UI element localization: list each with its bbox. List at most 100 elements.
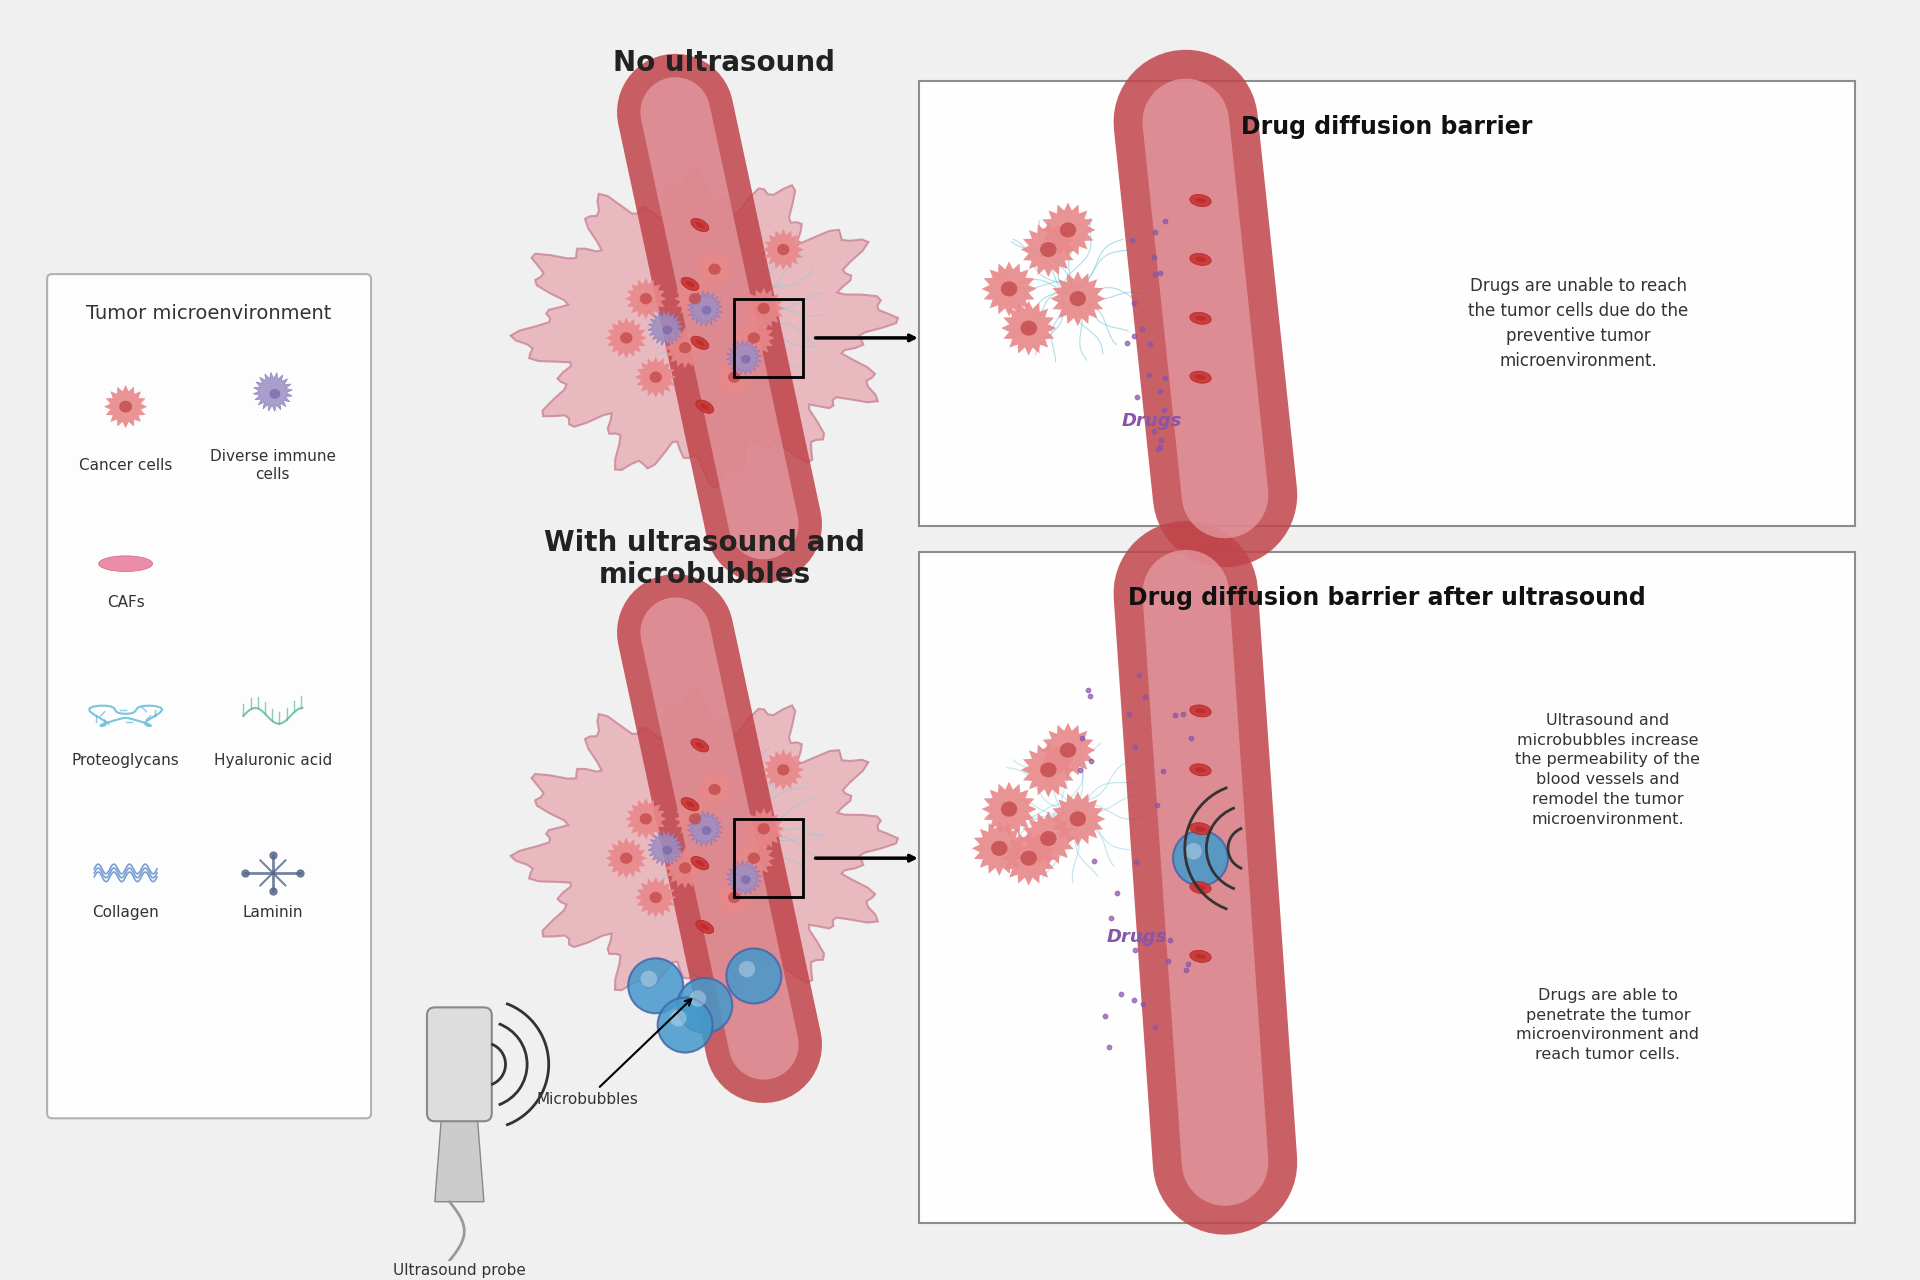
Point [1075, 751, 1106, 772]
Point [1144, 262, 1175, 283]
Point [1096, 908, 1127, 928]
Text: Cancer cells: Cancer cells [79, 458, 173, 474]
Circle shape [739, 961, 755, 978]
Ellipse shape [119, 401, 132, 412]
Ellipse shape [1194, 198, 1206, 204]
Ellipse shape [695, 860, 705, 867]
Polygon shape [693, 248, 735, 289]
Text: Tumor microenvironment: Tumor microenvironment [86, 303, 332, 323]
Point [1068, 728, 1098, 749]
Ellipse shape [1069, 291, 1087, 306]
Point [1154, 929, 1185, 950]
Point [1167, 703, 1198, 723]
Ellipse shape [691, 739, 708, 751]
Text: CAFs: CAFs [108, 595, 144, 611]
Point [1135, 334, 1165, 355]
Ellipse shape [1069, 812, 1087, 827]
Ellipse shape [1000, 801, 1018, 817]
Polygon shape [714, 877, 755, 918]
Point [1117, 230, 1148, 251]
Point [1117, 989, 1148, 1010]
Ellipse shape [1190, 195, 1212, 206]
Point [1127, 319, 1158, 339]
Ellipse shape [1194, 257, 1206, 262]
Text: Drugs are unable to reach
the tumor cells due do the
preventive tumor
microenvir: Drugs are unable to reach the tumor cell… [1469, 276, 1688, 370]
Point [1089, 1006, 1119, 1027]
Ellipse shape [758, 303, 770, 314]
Ellipse shape [1194, 316, 1206, 321]
Polygon shape [981, 261, 1037, 316]
Point [1121, 387, 1152, 407]
Polygon shape [714, 357, 755, 398]
Text: With ultrasound and
microbubbles: With ultrasound and microbubbles [543, 529, 866, 589]
Point [1094, 1037, 1125, 1057]
Text: Drugs: Drugs [1106, 928, 1167, 946]
Ellipse shape [708, 783, 720, 795]
Ellipse shape [662, 846, 672, 855]
Ellipse shape [1190, 764, 1212, 776]
Ellipse shape [1194, 954, 1206, 959]
Point [1119, 940, 1150, 960]
FancyBboxPatch shape [920, 552, 1855, 1224]
Point [1117, 292, 1148, 312]
Polygon shape [726, 340, 762, 375]
Ellipse shape [701, 306, 712, 315]
Point [1066, 760, 1096, 781]
Point [1139, 264, 1169, 284]
Ellipse shape [649, 371, 662, 383]
Ellipse shape [1194, 886, 1206, 890]
Polygon shape [1041, 202, 1096, 257]
Polygon shape [647, 311, 684, 346]
Polygon shape [104, 385, 148, 429]
Ellipse shape [662, 325, 672, 334]
Circle shape [726, 948, 781, 1004]
Ellipse shape [778, 764, 789, 776]
Ellipse shape [747, 333, 760, 343]
FancyBboxPatch shape [920, 81, 1855, 526]
Polygon shape [762, 749, 804, 791]
Text: Ultrasound and
microbubbles increase
the permeability of the
blood vessels and
r: Ultrasound and microbubbles increase the… [1515, 713, 1701, 827]
Ellipse shape [695, 742, 705, 749]
Ellipse shape [639, 293, 653, 305]
Ellipse shape [1041, 763, 1056, 777]
Polygon shape [1021, 223, 1075, 276]
Polygon shape [1021, 812, 1075, 867]
Text: Drug diffusion barrier: Drug diffusion barrier [1242, 115, 1532, 138]
Ellipse shape [778, 244, 789, 255]
Ellipse shape [1190, 312, 1212, 324]
Text: Drugs: Drugs [1121, 412, 1181, 430]
Text: Proteoglycans: Proteoglycans [71, 753, 179, 768]
Ellipse shape [741, 355, 751, 364]
Point [1114, 704, 1144, 724]
FancyBboxPatch shape [426, 1007, 492, 1121]
Polygon shape [664, 328, 707, 369]
Ellipse shape [701, 826, 712, 835]
Point [1142, 439, 1173, 460]
Ellipse shape [1190, 705, 1212, 717]
Ellipse shape [1190, 950, 1212, 963]
Circle shape [641, 970, 657, 987]
Ellipse shape [695, 920, 714, 933]
Point [1139, 221, 1169, 242]
Ellipse shape [691, 856, 708, 869]
Ellipse shape [98, 556, 152, 572]
Point [1079, 850, 1110, 870]
Polygon shape [605, 837, 647, 879]
Ellipse shape [728, 892, 741, 904]
Point [1127, 931, 1158, 951]
Point [1148, 760, 1179, 781]
Polygon shape [626, 278, 666, 319]
Text: Drug diffusion barrier after ultrasound: Drug diffusion barrier after ultrasound [1129, 586, 1645, 611]
Circle shape [678, 978, 732, 1033]
Circle shape [1173, 831, 1229, 886]
Polygon shape [434, 1114, 484, 1202]
Polygon shape [1000, 831, 1056, 886]
Polygon shape [647, 831, 684, 867]
Ellipse shape [1194, 375, 1206, 380]
Polygon shape [511, 169, 899, 488]
Polygon shape [1050, 791, 1106, 846]
Polygon shape [762, 229, 804, 270]
Polygon shape [1041, 723, 1096, 778]
Polygon shape [687, 812, 722, 846]
Polygon shape [972, 820, 1027, 876]
